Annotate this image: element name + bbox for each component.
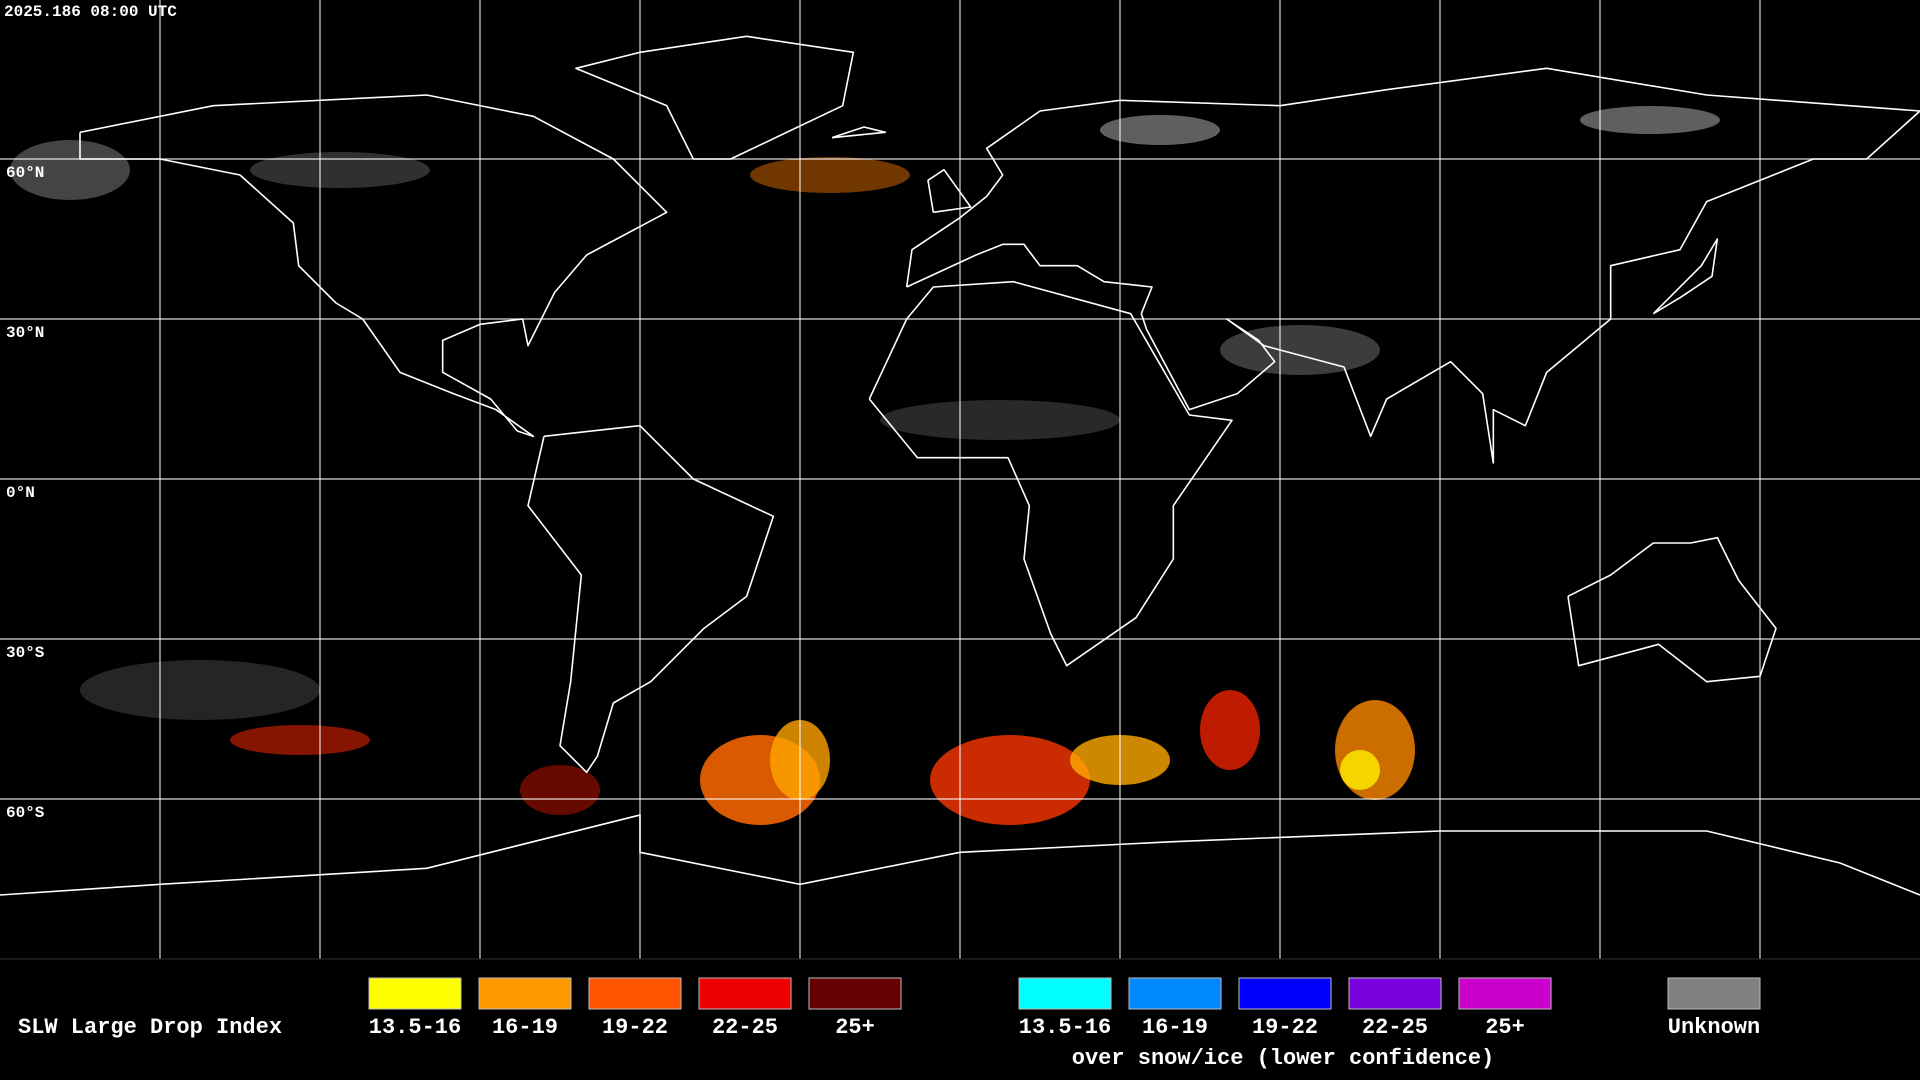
legend: SLW Large Drop Index over snow/ice (lowe… bbox=[18, 977, 1761, 1071]
coastline bbox=[575, 35, 855, 160]
imagery-patch bbox=[930, 735, 1090, 825]
imagery-patch bbox=[250, 152, 430, 188]
imagery-patch bbox=[1200, 690, 1260, 770]
coastlines bbox=[0, 35, 1920, 896]
graticule bbox=[0, 0, 1920, 959]
legend-label: 13.5-16 bbox=[1019, 1015, 1111, 1040]
legend-swatch bbox=[1128, 977, 1222, 1010]
imagery-patch bbox=[880, 400, 1120, 440]
legend-swatch bbox=[588, 977, 682, 1010]
imagery-patch bbox=[230, 725, 370, 755]
imagery-patch bbox=[750, 157, 910, 193]
legend-label: 22-25 bbox=[1362, 1015, 1428, 1040]
legend-label: Unknown bbox=[1668, 1015, 1760, 1040]
legend-label: 16-19 bbox=[492, 1015, 558, 1040]
coastline bbox=[868, 280, 1233, 667]
legend-title: SLW Large Drop Index bbox=[18, 1015, 282, 1040]
legend-swatch bbox=[808, 977, 902, 1010]
legend-swatch bbox=[368, 977, 462, 1010]
latitude-label: 60°N bbox=[6, 164, 44, 182]
imagery-patch bbox=[520, 765, 600, 815]
legend-label: 13.5-16 bbox=[369, 1015, 461, 1040]
timestamp: 2025.186 08:00 UTC bbox=[4, 3, 177, 21]
legend-swatch bbox=[1458, 977, 1552, 1010]
latitude-label: 60°S bbox=[6, 804, 45, 822]
coastline bbox=[1567, 536, 1777, 683]
imagery-patch bbox=[10, 140, 130, 200]
legend-label: 25+ bbox=[835, 1015, 875, 1040]
latitude-label: 30°S bbox=[6, 644, 45, 662]
legend-label: 22-25 bbox=[712, 1015, 778, 1040]
coastline bbox=[831, 126, 887, 139]
legend-swatch bbox=[1667, 977, 1761, 1010]
legend-caption: over snow/ice (lower confidence) bbox=[1072, 1046, 1494, 1071]
imagery-patch bbox=[80, 660, 320, 720]
coastline bbox=[1652, 238, 1719, 315]
legend-swatch bbox=[478, 977, 572, 1010]
coastline bbox=[927, 168, 972, 214]
legend-swatch bbox=[1238, 977, 1332, 1010]
coastline bbox=[905, 67, 1920, 464]
legend-swatch bbox=[1348, 977, 1442, 1010]
latitude-label: 30°N bbox=[6, 324, 44, 342]
legend-label: 16-19 bbox=[1142, 1015, 1208, 1040]
imagery-patch bbox=[1220, 325, 1380, 375]
latitude-label: 0°N bbox=[6, 484, 35, 502]
imagery-patch bbox=[1580, 106, 1720, 134]
legend-swatch bbox=[1018, 977, 1112, 1010]
legend-label: 19-22 bbox=[1252, 1015, 1318, 1040]
legend-swatch bbox=[698, 977, 792, 1010]
legend-label: 19-22 bbox=[602, 1015, 668, 1040]
coastline bbox=[0, 814, 1920, 896]
imagery-patch bbox=[1100, 115, 1220, 145]
coastline bbox=[527, 424, 775, 774]
coastline bbox=[79, 94, 668, 438]
imagery-patch bbox=[1340, 750, 1380, 790]
legend-label: 25+ bbox=[1485, 1015, 1525, 1040]
cloud-imagery bbox=[10, 106, 1720, 825]
